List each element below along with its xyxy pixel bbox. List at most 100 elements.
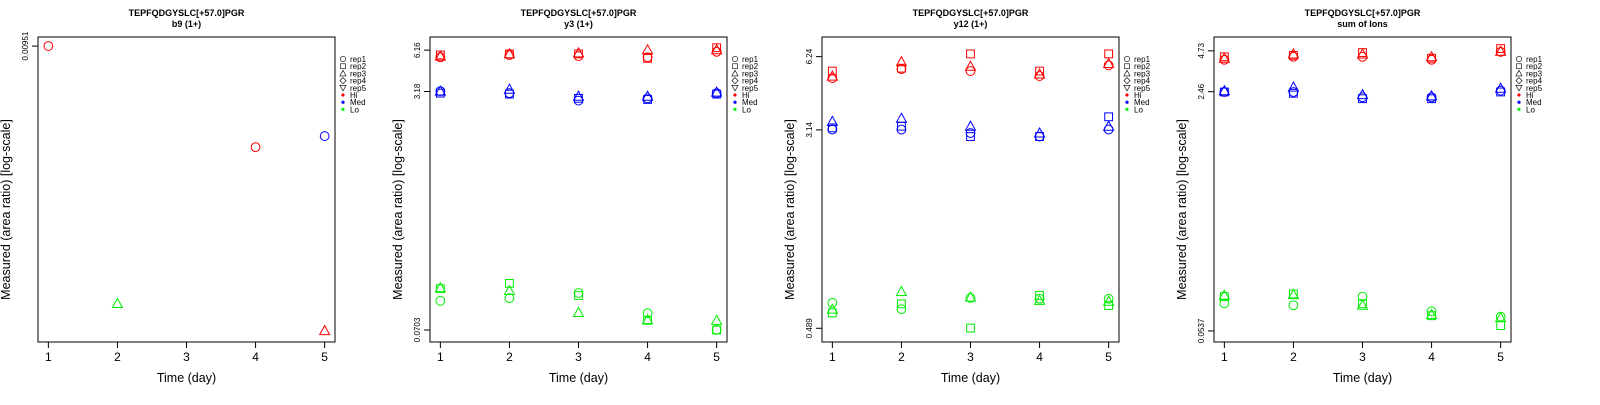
data-point-med-rep1 [1219,87,1230,97]
data-point-med-rep3 [1102,120,1115,131]
legend-marker-rep2 [1516,63,1522,69]
legend-dot-med [1125,100,1129,104]
chart-title: TEPFQDGYSLC[+57.0]PGR [1305,8,1421,18]
x-tick-label: 5 [1497,350,1504,364]
data-point-lo-rep2 [712,325,722,335]
x-tick-label: 2 [1290,350,1297,364]
data-point-med-rep3 [710,86,723,97]
legend-marker-rep5 [731,85,739,92]
data-point-med-rep2 [1289,88,1298,98]
data-point-lo-rep1 [435,295,446,306]
data-point-hi-rep3 [503,47,516,59]
data-point-lo-rep3 [111,297,124,309]
x-tick-label: 5 [321,350,328,364]
data-point-lo-rep3 [572,306,585,317]
data-point-lo-rep3 [641,313,654,325]
data-point-med-rep2 [1104,112,1114,122]
data-point-med-rep1 [827,124,838,135]
data-point-hi-rep3 [434,50,447,61]
data-point-lo-rep1 [1103,293,1114,304]
data-point-lo-rep3 [895,285,908,297]
data-point-lo-rep3 [826,303,839,314]
legend-label: Hi [350,91,358,100]
legend-dot-lo [1517,107,1521,111]
data-point-hi-rep3 [1102,57,1115,69]
plot-area [1213,36,1512,343]
legend-label: rep3 [350,69,367,78]
legend-marker-rep3 [339,69,347,77]
y-tick-label: 6.16 [413,42,422,58]
x-tick-label: 1 [1221,350,1228,364]
data-point-lo-rep2 [505,278,514,288]
y-tick-label: 2.46 [1197,83,1206,99]
legend-marker-rep4 [1515,77,1523,85]
x-tick-label: 2 [114,350,121,364]
data-point-med-rep3 [1287,81,1300,92]
data-point-lo-rep1 [573,288,584,298]
data-point-lo-rep3 [1287,288,1300,300]
data-point-med-rep3 [1356,88,1369,100]
legend-marker-rep5 [339,85,347,92]
data-point-hi-rep1 [43,41,54,51]
data-point-med-rep3 [434,85,447,96]
y-tick-label: 6.24 [805,48,814,64]
data-point-lo-rep3 [964,291,977,302]
x-tick-label: 3 [575,350,582,364]
data-point-hi-rep1 [965,66,976,76]
data-point-hi-rep3 [1425,50,1438,62]
legend-dot-lo [341,107,345,111]
chart-title: TEPFQDGYSLC[+57.0]PGR [129,8,245,18]
data-point-hi-rep3 [1033,68,1046,79]
legend-dot-med [1517,100,1521,104]
data-point-lo-rep1 [711,324,722,335]
data-point-hi-rep2 [1496,44,1506,54]
data-point-med-rep2 [966,132,975,141]
y-axis-label: Measured (area ratio) [log-scale] [783,119,797,300]
data-point-lo-rep2 [643,315,652,325]
legend-marker-rep1 [1123,55,1131,63]
legend-marker-rep3 [1123,69,1131,77]
data-point-lo-rep1 [1288,300,1299,311]
data-point-hi-rep3 [318,324,331,336]
data-point-lo-rep1 [1034,293,1045,304]
y-tick-label: 0.0537 [1197,318,1206,343]
x-tick-label: 2 [506,350,513,364]
data-point-hi-rep2 [1035,66,1044,76]
y-axis-label: Measured (area ratio) [log-scale] [1175,119,1189,300]
data-point-lo-rep2 [966,323,975,333]
data-point-hi-rep3 [1494,45,1507,56]
data-point-med-rep3 [1218,84,1231,96]
legend-label: rep4 [1134,77,1151,86]
legend-dot-lo [733,107,737,111]
data-point-lo-rep3 [1033,294,1046,305]
data-point-lo-rep3 [434,281,447,293]
data-point-hi-rep2 [1104,49,1114,59]
legend-dot-hi [341,93,345,97]
legend-label: Med [350,98,366,107]
legend-label: rep1 [1526,55,1543,64]
legend-label: Hi [1134,91,1142,100]
data-point-hi-rep3 [826,70,839,81]
legend-label: Lo [742,105,751,114]
data-point-hi-rep2 [643,53,652,63]
legend-label: Med [742,98,758,107]
legend-marker-rep5 [1123,85,1131,92]
legend-label: rep2 [742,62,759,71]
legend-dot-hi [1125,93,1129,97]
x-tick-label: 5 [1105,350,1112,364]
data-point-lo-rep3 [710,314,723,325]
x-tick-label: 1 [437,350,444,364]
chart-subtitle: y3 (1+) [564,19,593,29]
data-point-lo-rep3 [1218,289,1231,300]
data-point-hi-rep3 [1218,52,1231,63]
data-point-hi-rep2 [966,49,975,59]
chart-subtitle: y12 (1+) [954,19,988,29]
legend-label: rep5 [1526,84,1543,93]
data-point-med-rep3 [503,83,516,94]
legend-label: rep4 [350,77,367,86]
data-point-med-rep3 [572,90,585,101]
legend-marker-rep5 [1515,85,1523,92]
chart-subtitle: b9 (1+) [172,19,201,29]
